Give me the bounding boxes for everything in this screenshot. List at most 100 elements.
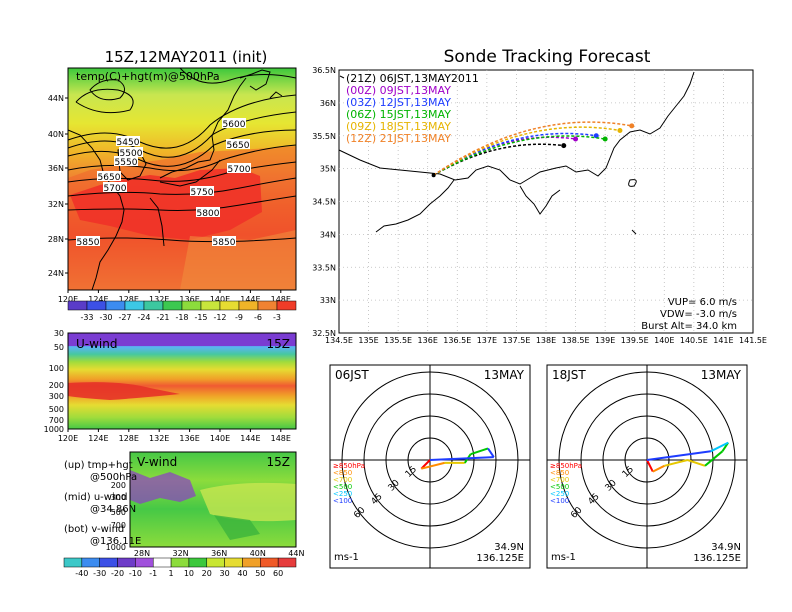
hodograph-segment <box>429 456 494 461</box>
level-legend: <100 <box>550 497 569 505</box>
level-legend: ≥850hPa <box>550 462 582 470</box>
hodo-lon: 136.125E <box>476 553 524 564</box>
colorbar-label: 1 <box>169 569 174 578</box>
colorbar-label: -40 <box>75 569 88 578</box>
lon-tick-label: 139E <box>595 336 615 345</box>
colorbar-cell <box>124 300 145 311</box>
lat-tick-label: 28N <box>48 235 64 244</box>
lat-tick-label: 32.5N <box>312 329 336 338</box>
tracking-map-ticks: 134.5E 135E 135.5E 136E 136.5E 137E 137.5E 138E… <box>312 66 767 345</box>
launch-point <box>431 173 436 178</box>
contour-label: 5850 <box>213 238 236 248</box>
contour-label: 5650 <box>227 141 250 151</box>
colorbar-cell <box>152 557 172 568</box>
pressure-tick-label: 300 <box>49 392 64 401</box>
colorbar-cell <box>67 300 88 311</box>
hodograph-segment <box>652 464 665 473</box>
pressure-tick-label: 50 <box>54 343 64 352</box>
lat-tick-label: 36N <box>320 99 336 108</box>
track-endpoint <box>561 143 567 149</box>
colorbar-cell <box>257 300 278 311</box>
colorbar-label: -6 <box>254 313 262 322</box>
param-vup: VUP= 6.0 m/s <box>668 297 737 308</box>
v-wind-time: 15Z <box>267 455 291 469</box>
lon-tick-label: 128E <box>119 295 139 304</box>
lon-tick-label: 132E <box>149 434 169 443</box>
hodograph-segment <box>646 459 654 473</box>
u-wind-label: U-wind <box>76 337 117 351</box>
lon-tick-label: 136.5E <box>443 336 471 345</box>
colorbar-cell <box>99 557 118 568</box>
lon-tick-label: 135E <box>358 336 378 345</box>
level-legend: <850 <box>550 469 569 477</box>
lon-tick-label: 144E <box>240 434 260 443</box>
legend-entry: (21Z) 06JST,13MAY2011 <box>346 72 479 85</box>
level-legend: <700 <box>550 476 569 484</box>
lat-tick-label: 33.5N <box>312 263 336 272</box>
left-map-ticks: 120E 124E 128E 132E 136E 140E 144E 148E 44N 40N 36… <box>48 94 291 304</box>
pressure-tick-label: 500 <box>49 405 64 414</box>
legend-entry: (00Z) 09JST,13MAY <box>346 84 451 97</box>
wind-colorbar: -40 -30 -20 -10 -1 1 10 20 30 40 50 60 <box>63 557 297 578</box>
lon-tick-label: 136E <box>179 434 199 443</box>
lon-tick-label: 134.5E <box>325 336 353 345</box>
pressure-tick-label: 200 <box>111 481 126 490</box>
lon-tick-label: 137E <box>477 336 497 345</box>
lat-tick-label: 35.5N <box>312 132 336 141</box>
colorbar-cell <box>188 557 208 568</box>
lon-tick-label: 148E <box>271 434 291 443</box>
lon-tick-label: 124E <box>88 434 108 443</box>
lon-tick-label: 139.5E <box>621 336 649 345</box>
hodograph-segment <box>710 441 729 453</box>
colorbar-cell <box>260 557 279 568</box>
contour-label: 5600 <box>223 120 246 130</box>
u-wind-ticks: 120E 124E 128E 132E 136E 140E 144E 148E 30 50 100 2… <box>44 329 291 443</box>
v-wind-panel: V-wind 15Z <box>129 451 297 548</box>
colorbar-label: -12 <box>213 313 226 322</box>
colorbar-cell <box>143 300 164 311</box>
lat-tick-label: 34.5N <box>312 198 336 207</box>
hodo-unit: ms-1 <box>334 552 359 563</box>
contour-label: 5750 <box>191 188 214 198</box>
level-legend: ≥850hPa <box>333 462 365 470</box>
colorbar-cell <box>224 557 243 568</box>
pressure-tick-label: 700 <box>49 416 64 425</box>
hodo-date: 13MAY <box>701 368 742 382</box>
level-legend: <250 <box>550 490 569 498</box>
tracking-map: (21Z) 06JST,13MAY2011(00Z) 09JST,13MAY(0… <box>338 69 754 334</box>
hodograph-segment <box>664 459 688 467</box>
colorbar-label: -24 <box>137 313 150 322</box>
colorbar-label: -30 <box>99 313 112 322</box>
colorbar-cell <box>219 300 240 311</box>
lon-tick-label: 138E <box>536 336 556 345</box>
lon-tick-label: 136E <box>418 336 438 345</box>
hodograph-segment <box>704 450 724 467</box>
legend-entry: (09Z) 18JST,13MAY <box>346 120 451 133</box>
lat-tick-label: 32N <box>173 549 189 558</box>
param-burst-alt: Burst Alt= 34.0 km <box>641 321 737 332</box>
colorbar-label: 50 <box>255 569 265 578</box>
lat-tick-label: 40N <box>48 130 64 139</box>
lat-tick-label: 35N <box>320 165 336 174</box>
colorbar-cell <box>162 300 183 311</box>
colorbar-cell <box>200 300 221 311</box>
lon-tick-label: 137.5E <box>502 336 530 345</box>
contour-label: 5850 <box>77 238 100 248</box>
legend-entry: (03Z) 12JST,13MAY <box>346 96 451 109</box>
note-bot-level: @136.11E <box>90 536 141 547</box>
track-endpoint <box>573 136 579 142</box>
colorbar-label: 20 <box>202 569 212 578</box>
colorbar-label: -30 <box>93 569 106 578</box>
track-line <box>433 135 606 176</box>
lon-tick-label: 140E <box>210 434 230 443</box>
colorbar-cell <box>242 557 261 568</box>
hodograph-segment <box>687 459 706 467</box>
colorbar-cell <box>81 557 100 568</box>
colorbar-cell <box>86 300 107 311</box>
colorbar-label: -18 <box>175 313 188 322</box>
lon-tick-label: 140E <box>654 336 674 345</box>
hodo-lat: 34.9N <box>711 542 741 553</box>
lon-tick-label: 120E <box>58 295 78 304</box>
